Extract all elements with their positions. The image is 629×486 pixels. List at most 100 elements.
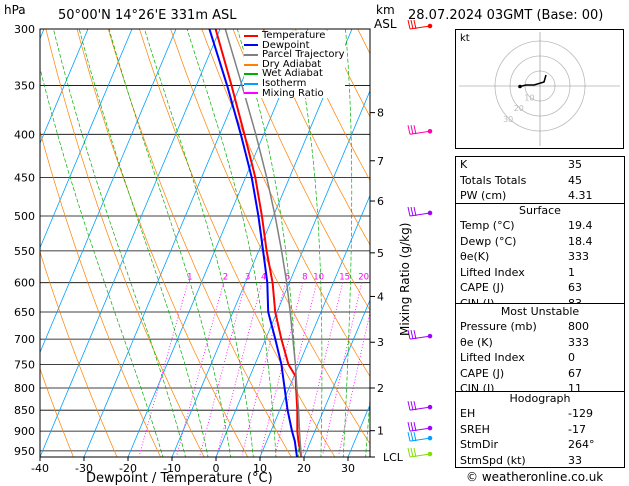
wet-adiabat-line [342, 29, 353, 457]
surface-row-label: Dewp (°C) [460, 234, 517, 248]
hodograph-table-box: Hodograph EH -129 SREH -17 StmDir 264° StmSpd … [455, 391, 625, 468]
wind-barb-feather [410, 432, 414, 442]
mixing-ratio-label: 10 [313, 273, 324, 283]
wind-barb-feather [413, 330, 417, 340]
isotherm-line [215, 89, 370, 457]
wind-barb [407, 206, 433, 217]
dry-adiabat-line [76, 29, 249, 457]
most-unstable-row-label: Lifted Index [460, 351, 525, 364]
wind-barb-dot [427, 333, 433, 339]
most-unstable-row-label: θe (K) [460, 335, 493, 349]
legend-item: Parcel Trajectory [244, 50, 345, 60]
wind-barb [407, 330, 433, 340]
legend-item: Dewpoint [244, 40, 345, 51]
hodograph-row: StmDir 264° [456, 437, 624, 453]
mixing-ratio-line [139, 282, 189, 455]
surface-row-value: 333 [568, 250, 589, 263]
km-tick-label: 4 [377, 290, 384, 303]
wind-barb-feather [410, 125, 414, 135]
mixing-ratio-line [338, 310, 370, 455]
mixing-ratio-label: 15 [339, 273, 350, 283]
surface-row-value: 63 [568, 281, 582, 294]
legend-item: Mixing Ratio [244, 87, 345, 99]
wind-barb-feather [407, 125, 411, 135]
pressure-tick-label: 350 [14, 79, 35, 92]
wind-barb-dot [427, 210, 433, 216]
dry-adiabat-line [170, 29, 370, 445]
most-unstable-row: Pressure (mb) 800 [456, 319, 624, 335]
legend-label: Mixing Ratio [262, 87, 324, 99]
dry-adiabat-line [263, 29, 370, 246]
hodograph-row: EH -129 [456, 406, 624, 422]
dry-adiabat-line [40, 250, 118, 457]
wind-barb-feather [410, 330, 414, 340]
wind-barb-dot [427, 435, 433, 441]
hodograph-row: StmSpd (kt) 33 [456, 453, 624, 469]
isotherm-line [259, 194, 370, 457]
location-title: 50°00'N 14°26'E 331m ASL [58, 8, 237, 23]
most-unstable-row-value: 800 [568, 320, 589, 333]
legend-item: Temperature [244, 31, 345, 41]
pressure-tick-label: 900 [14, 425, 35, 438]
wind-barb [407, 421, 433, 432]
mixing-ratio-line [176, 282, 224, 455]
x-axis-label: Dewpoint / Temperature (°C) [86, 471, 273, 486]
x-tick-label: 30 [341, 462, 355, 475]
wind-barb-feather [410, 401, 414, 411]
legend-swatch [244, 82, 258, 85]
wet-adiabat-line [186, 29, 277, 457]
index-row-label: PW (cm) [460, 189, 507, 202]
pressure-tick-label: 600 [14, 277, 35, 290]
datetime-title: 28.07.2024 03GMT (Base: 00) [408, 8, 604, 23]
legend-swatch [244, 73, 258, 76]
hodograph-frame [455, 29, 624, 149]
surface-row-label: Lifted Index [460, 265, 525, 279]
km-tick-label: 6 [377, 195, 384, 208]
isotherm-line [40, 29, 221, 457]
km-tick-label: 3 [377, 336, 384, 349]
mixing-ratio-line [241, 282, 286, 455]
pressure-tick-label: 550 [14, 245, 35, 258]
most-unstable-row-label: Pressure (mb) [460, 320, 537, 333]
mixing-ratio-label: 25 [373, 273, 384, 283]
km-tick-label: 7 [377, 155, 384, 168]
series-temperature [214, 29, 303, 457]
mixing-ratio-line [216, 282, 263, 455]
wind-barb-dot [427, 23, 433, 29]
mixing-ratio-label: 8 [302, 273, 307, 283]
x-tick-label: 20 [297, 462, 311, 475]
surface-row-label: CAPE (J) [460, 281, 505, 294]
hodograph-point [518, 84, 522, 89]
pressure-tick-label: 950 [14, 445, 35, 458]
hodograph-row-value: -17 [568, 422, 586, 436]
x-tick-label: 10 [253, 462, 267, 475]
km-tick-label: LCL [383, 451, 404, 464]
legend-swatch [244, 44, 258, 47]
wind-barb-feather [413, 401, 417, 411]
wind-barb-feather [407, 447, 411, 458]
asl-label: ASL [374, 17, 397, 31]
hodograph-ring-label: 10 [524, 94, 534, 103]
isotherm-line [303, 299, 370, 457]
dry-adiabat-line [232, 29, 370, 311]
dry-adiabat-line [139, 29, 336, 457]
legend-swatch [244, 63, 258, 66]
most-unstable-row-value: 67 [568, 366, 582, 380]
surface-row-value: 18.4 [568, 234, 593, 248]
surface-row: Dewp (°C) 18.4 [456, 234, 624, 250]
wind-barb [407, 447, 433, 458]
surface-box: Surface Temp (°C) 19.4 Dewp (°C) 18.4 θe(K) 3… [455, 203, 625, 310]
hodograph-row: SREH -17 [456, 422, 624, 438]
wind-barb [407, 432, 433, 442]
pressure-tick-label: 700 [14, 333, 35, 346]
mixing-ratio-label: 2 [223, 273, 228, 283]
index-row-label: Totals Totals [460, 173, 527, 187]
most-unstable-row-value: 333 [568, 335, 589, 349]
hodograph-trace [519, 74, 547, 88]
surface-row-value: 19.4 [568, 219, 593, 232]
hodograph-row-label: SREH [460, 422, 490, 436]
hodograph-table-title: Hodograph [509, 392, 571, 405]
index-row: K 35 [456, 157, 624, 173]
wind-barb-feather [413, 447, 417, 458]
legend-label: Parcel Trajectory [262, 49, 345, 61]
